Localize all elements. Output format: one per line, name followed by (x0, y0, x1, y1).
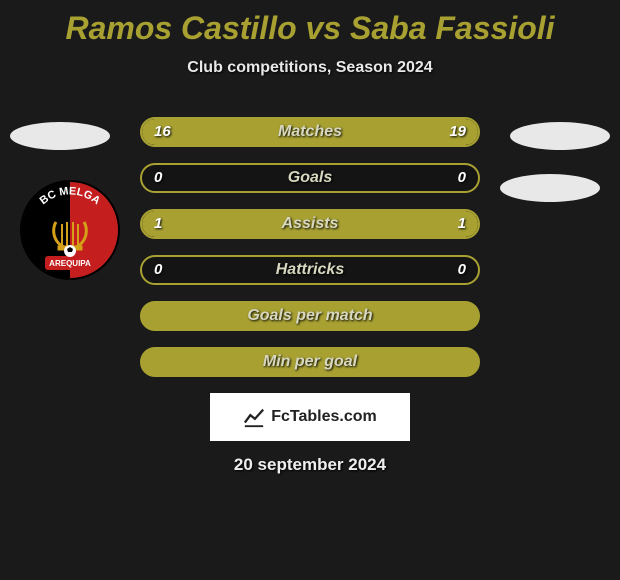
stat-bar-assists: 11Assists (140, 209, 480, 239)
stat-label: Matches (142, 119, 478, 145)
player1-name: Ramos Castillo (65, 10, 296, 46)
chart-icon (243, 406, 265, 428)
date-text: 20 september 2024 (0, 455, 620, 475)
watermark: FcTables.com (210, 393, 410, 441)
stat-bar-min-per-goal: Min per goal (140, 347, 480, 377)
stat-label: Goals (142, 165, 478, 191)
stat-bar-goals: 00Goals (140, 163, 480, 193)
stat-label: Assists (142, 211, 478, 237)
subtitle: Club competitions, Season 2024 (0, 59, 620, 77)
stat-bar-goals-per-match: Goals per match (140, 301, 480, 331)
player2-name: Saba Fassioli (350, 10, 555, 46)
stat-bar-matches: 1619Matches (140, 117, 480, 147)
watermark-text: FcTables.com (271, 408, 377, 426)
stat-bars-container: 1619Matches 00Goals 11Assists 00Hattricks Go… (140, 117, 480, 377)
stat-bar-hattricks: 00Hattricks (140, 255, 480, 285)
vs-text: vs (306, 10, 342, 46)
comparison-title: Ramos Castillo vs Saba Fassioli (0, 0, 620, 47)
stat-label: Hattricks (142, 257, 478, 283)
